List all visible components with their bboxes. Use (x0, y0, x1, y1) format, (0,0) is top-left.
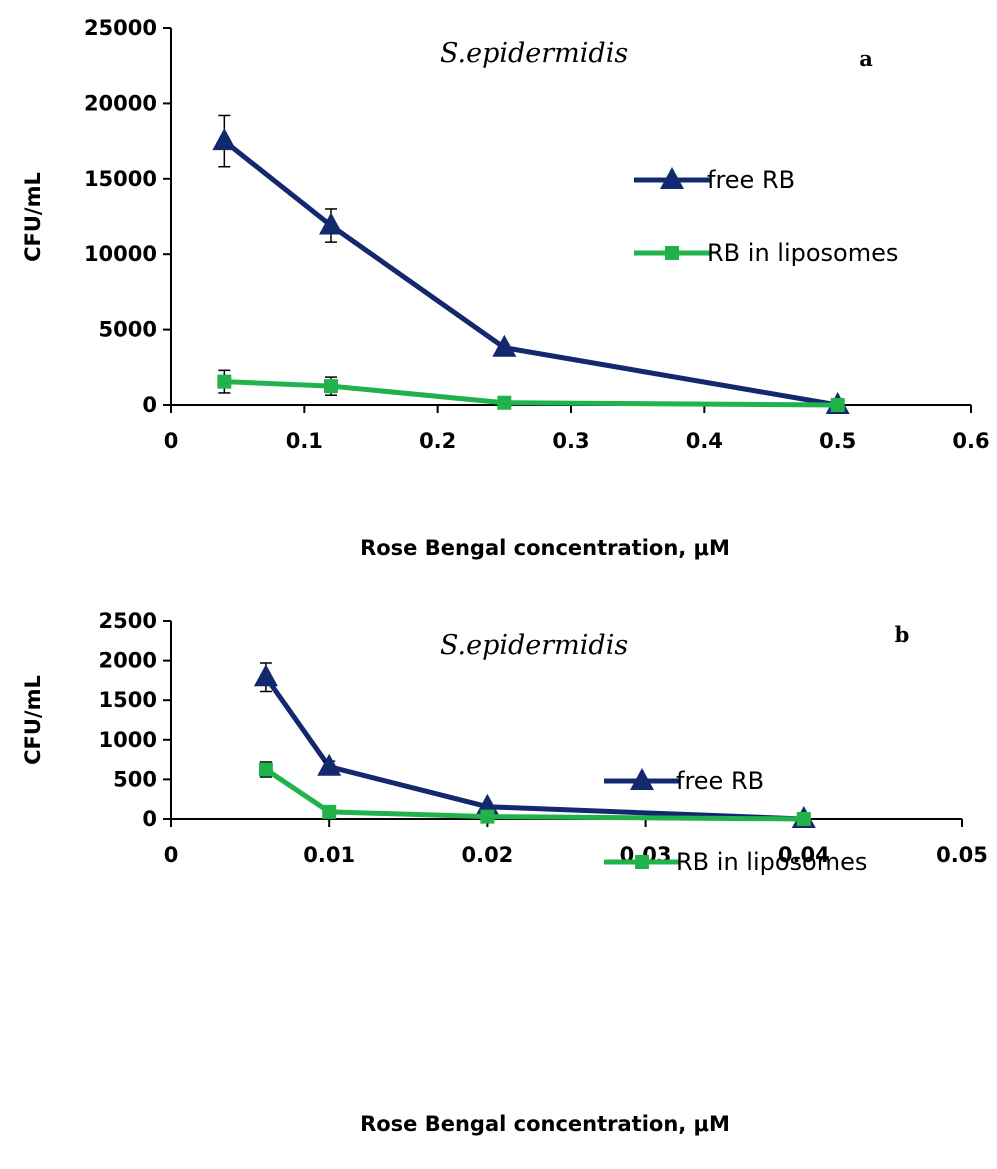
data-point-square (217, 374, 232, 389)
y-tick-label: 0 (142, 393, 157, 417)
series-line-free-rb (263, 675, 804, 822)
chart-title: S.epidermidis (440, 38, 628, 69)
legend-label: free RB (676, 767, 764, 795)
y-tick-label: 1500 (99, 688, 157, 712)
series-line-rb-liposomes (224, 379, 838, 408)
data-point-triangle (492, 334, 517, 357)
y-tick-label: 25000 (84, 16, 157, 40)
x-tick-label: 0.02 (461, 843, 513, 867)
data-point-triangle (253, 664, 278, 687)
y-axis-title: CFU/mL (21, 172, 45, 262)
y-tick-label: 2500 (99, 609, 157, 633)
x-tick-label: 0.4 (686, 429, 723, 453)
data-point-triangle (319, 212, 343, 235)
y-tick-label: 2000 (99, 649, 157, 673)
legend-marker-triangle (630, 768, 654, 790)
data-point-triangle (212, 128, 237, 151)
x-tick-label: 0.2 (419, 429, 456, 453)
chart-b: 0500100015002000250000.010.020.030.040.0… (21, 609, 988, 1136)
panel-label: b (895, 622, 910, 647)
x-tick-label: 0.3 (552, 429, 589, 453)
legend-label: RB in liposomes (707, 239, 898, 267)
y-tick-label: 0 (142, 807, 157, 831)
x-axis-title: Rose Bengal concentration, μM (360, 1112, 730, 1136)
data-point-square (830, 398, 845, 412)
y-tick-label: 20000 (84, 91, 157, 115)
legend-marker-triangle (660, 167, 684, 189)
data-point-square (497, 395, 512, 410)
y-axis-title: CFU/mL (21, 675, 45, 765)
x-tick-label: 0.1 (286, 429, 323, 453)
y-tick-label: 15000 (84, 167, 157, 191)
x-tick-label: 0.01 (303, 843, 355, 867)
x-tick-label: 0.04 (778, 843, 830, 867)
y-tick-label: 5000 (99, 318, 157, 342)
data-point-square (258, 762, 273, 777)
data-point-square (324, 379, 338, 394)
chart-title: S.epidermidis (440, 630, 628, 661)
data-point-square (796, 812, 811, 826)
legend-label: RB in liposomes (676, 848, 867, 876)
x-axis-title: Rose Bengal concentration, μM (360, 536, 730, 560)
series-line-free-rb (222, 139, 839, 408)
data-point-square (322, 804, 337, 819)
legend-label: free RB (707, 166, 795, 194)
chart-a: 0 5000 10000 15000 20000 25000 0 0.1 0.2 0.3 0.4 0.… (21, 16, 990, 560)
series-line-rb-liposomes (264, 767, 804, 822)
panel-label: a (859, 46, 873, 71)
y-tick-label: 10000 (84, 242, 157, 266)
x-tick-label: 0 (164, 429, 179, 453)
x-tick-label: 0.5 (819, 429, 856, 453)
x-tick-label: 0.05 (936, 843, 988, 867)
y-tick-label: 500 (113, 767, 157, 791)
legend-marker-square (635, 855, 649, 869)
y-tick-label: 1000 (99, 728, 157, 752)
x-tick-label: 0.6 (952, 429, 989, 453)
legend-marker-square (665, 246, 679, 260)
data-point-triangle (317, 753, 342, 776)
data-point-square (480, 809, 495, 824)
x-tick-label: 0 (164, 843, 179, 867)
